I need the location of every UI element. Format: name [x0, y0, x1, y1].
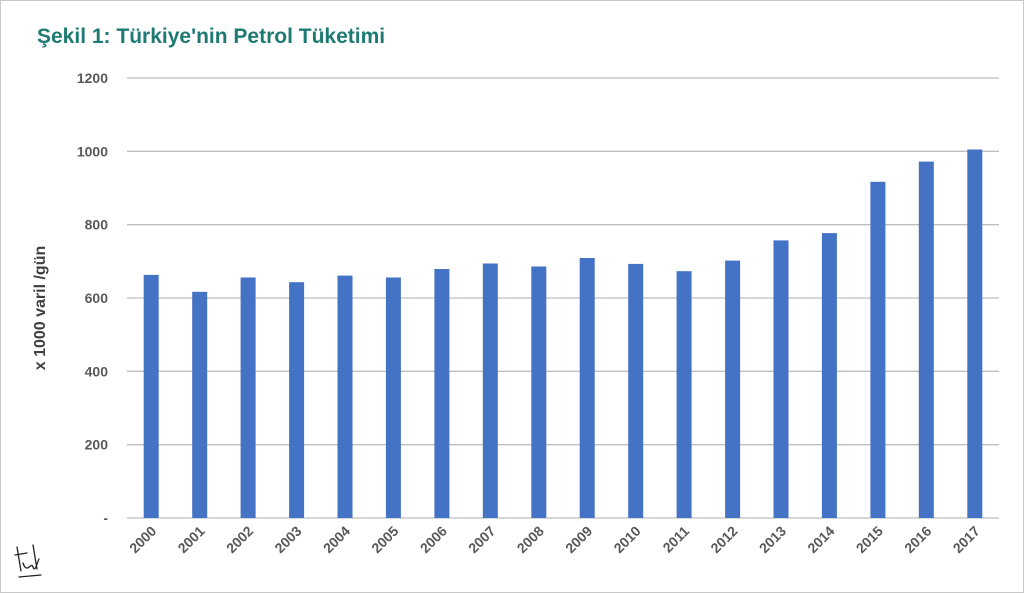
x-tick-label: 2008 [514, 523, 547, 556]
bar-2017 [967, 149, 983, 518]
x-tick-label: 2017 [950, 523, 983, 556]
y-tick-label: 200 [85, 437, 109, 453]
bar-2007 [482, 263, 498, 518]
x-tick-label: 2006 [417, 523, 450, 556]
y-tick-label: - [103, 510, 108, 526]
bar-2008 [531, 266, 547, 518]
y-tick-label: 600 [85, 290, 109, 306]
x-tick-label: 2014 [804, 523, 837, 556]
bar-2006 [434, 269, 450, 518]
y-tick-label: 1200 [77, 70, 108, 86]
y-tick-labels: - 200 400 600 800 1000 1200 [77, 70, 108, 526]
signature-mark [14, 544, 42, 578]
x-tick-labels: 2000 2001 2002 2003 2004 2005 2006 2007 2008 2009… [126, 523, 983, 556]
bar-2002 [240, 277, 256, 518]
y-tick-label: 400 [85, 363, 109, 379]
x-tick-label: 2012 [707, 523, 740, 556]
bar-2010 [628, 263, 644, 518]
x-tick-label: 2010 [610, 523, 643, 556]
bar-2012 [725, 260, 741, 518]
x-tick-label: 2009 [562, 523, 595, 556]
x-tick-label: 2013 [756, 523, 789, 556]
x-tick-label: 2004 [320, 523, 353, 556]
x-tick-label: 2001 [174, 523, 207, 556]
bar-2013 [773, 240, 789, 518]
y-tick-label: 800 [85, 217, 109, 233]
bar-2005 [385, 277, 401, 518]
chart-title: Şekil 1: Türkiye'nin Petrol Tüketimi [37, 25, 386, 48]
y-tick-label: 1000 [77, 143, 108, 159]
bar-2015 [870, 181, 886, 519]
bar-2016 [918, 161, 934, 518]
bar-2014 [821, 233, 837, 518]
x-tick-label: 2000 [126, 523, 159, 556]
x-tick-label: 2015 [853, 523, 886, 556]
bars [143, 149, 983, 519]
bar-2001 [192, 291, 208, 518]
x-tick-label: 2005 [368, 523, 401, 556]
bar-2004 [337, 275, 353, 518]
bar-2003 [289, 282, 305, 518]
y-axis-label: x 1000 varil /gün [32, 246, 49, 371]
bar-2011 [676, 271, 692, 518]
x-tick-label: 2011 [659, 523, 692, 556]
x-tick-label: 2002 [223, 523, 256, 556]
gridlines [127, 77, 999, 519]
bar-2009 [579, 258, 595, 518]
x-tick-label: 2003 [271, 523, 304, 556]
x-tick-label: 2007 [465, 523, 498, 556]
bar-2000 [143, 274, 159, 518]
x-tick-label: 2016 [901, 523, 934, 556]
